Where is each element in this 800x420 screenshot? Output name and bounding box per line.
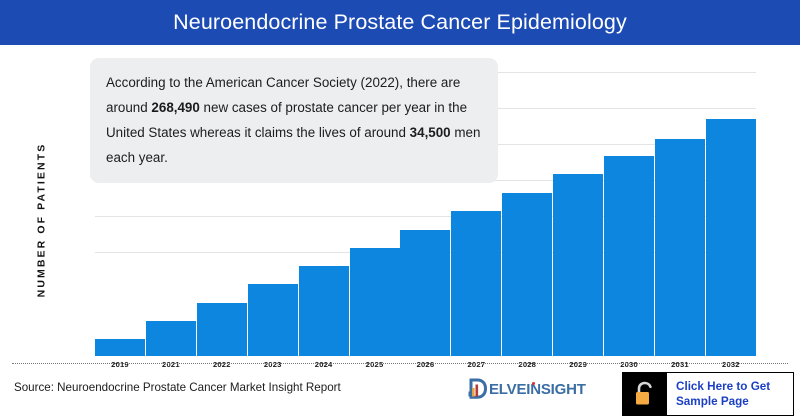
bar-slot (247, 71, 298, 356)
y-axis-label-text: NUMBER OF PATIENTS (35, 142, 48, 298)
bar-slot (298, 71, 349, 356)
bar (95, 339, 145, 356)
logo-d-mark-icon (468, 378, 488, 399)
bar (349, 248, 400, 356)
callout-plain: new cases of prostate cancer per year in… (106, 100, 468, 140)
x-axis-labels: 2019 2021 2022 2023 2024 2025 2026 2027 2028 2029… (95, 360, 756, 369)
bar (400, 230, 451, 356)
bar-slot (145, 71, 196, 356)
page-title: Neuroendocrine Prostate Cancer Epidemiol… (173, 10, 627, 34)
bar (145, 321, 196, 356)
bar-slot (400, 71, 451, 356)
bar-slot (553, 71, 604, 356)
callout-highlight: 268,490 (151, 100, 200, 115)
gridline (95, 216, 756, 217)
x-axis-tick-label: 2022 (212, 360, 231, 369)
footer-divider (12, 363, 788, 364)
cta-line-1: Click Here to Get (676, 380, 771, 393)
bar (604, 156, 655, 356)
bar (298, 266, 349, 356)
bar-slot (451, 71, 502, 356)
bar-slot (705, 71, 756, 356)
delveinsight-logo: ELVEINSIGHT (466, 377, 586, 401)
open-padlock-icon (636, 381, 652, 405)
logo-wordmark-text: ELVEINSIGHT (489, 380, 586, 398)
bar (451, 211, 502, 356)
bar (502, 193, 553, 356)
bar-slot (604, 71, 655, 356)
y-axis-title: NUMBER OF PATIENTS (30, 130, 52, 310)
cta-icon-panel (623, 373, 667, 415)
bar (705, 119, 756, 356)
bar-slot (95, 71, 145, 356)
bar-slot (196, 71, 247, 356)
callout-text: According to the American Cancer Society… (106, 70, 482, 170)
bar (247, 284, 298, 356)
logo-accent-dot-icon (531, 381, 535, 385)
chart-container: NUMBER OF PATIENTS 2019 2021 2022 2023 2024 2… (0, 45, 800, 369)
x-axis-tick-label: 2023 (263, 360, 282, 369)
x-axis-tick-label: 2028 (518, 360, 537, 369)
x-axis-tick-label: 2032 (722, 360, 740, 369)
logo-wordmark: ELVEINSIGHT (489, 381, 586, 398)
cta-line-2: Sample Page (676, 395, 749, 408)
bar-series (95, 71, 756, 356)
title-banner: Neuroendocrine Prostate Cancer Epidemiol… (0, 0, 800, 45)
x-axis-tick-label: 2030 (620, 360, 638, 369)
callout-plain: According to the American Cancer Society… (106, 75, 461, 115)
cta-text-panel[interactable]: Click Here to Get Sample Page (667, 373, 793, 415)
bar (196, 303, 247, 356)
sample-page-cta-button[interactable]: Click Here to Get Sample Page (622, 372, 794, 416)
x-axis-tick-label: 2025 (365, 360, 384, 369)
bar-slot (349, 71, 400, 356)
x-axis-tick-label: 2029 (569, 360, 587, 369)
x-axis-tick-label: 2026 (416, 360, 435, 369)
x-axis-tick-label: 2019 (111, 360, 129, 369)
bar-slot (502, 71, 553, 356)
bar (654, 139, 705, 356)
x-axis-tick-label: 2024 (314, 360, 333, 369)
plot-area (95, 71, 756, 356)
callout-highlight: 34,500 (409, 125, 451, 140)
x-axis-tick-label: 2027 (467, 360, 486, 369)
x-axis-tick-label: 2021 (162, 360, 180, 369)
bar (553, 174, 604, 356)
bar-slot (654, 71, 705, 356)
x-axis-tick-label: 2031 (671, 360, 689, 369)
source-text: Source: Neuroendocrine Prostate Cancer M… (14, 381, 341, 394)
statistic-callout: According to the American Cancer Society… (90, 58, 498, 183)
callout-plain: men each year. (106, 125, 481, 165)
